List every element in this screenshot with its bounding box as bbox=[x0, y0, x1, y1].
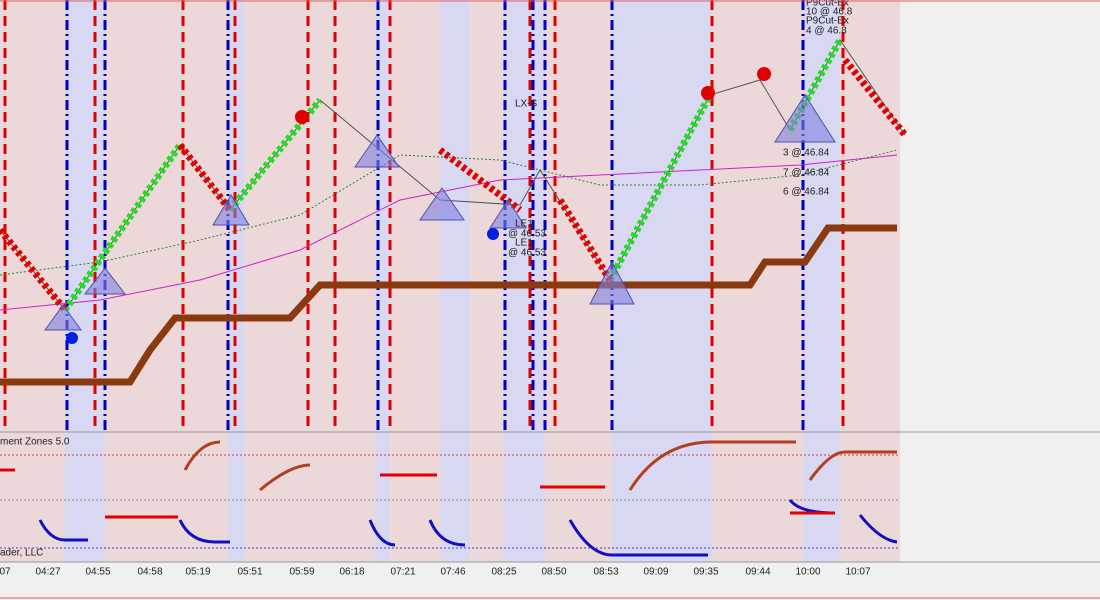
up-bars bbox=[62, 142, 183, 313]
down-bars bbox=[437, 147, 523, 213]
order-label: P9Cut-Ex bbox=[806, 16, 849, 27]
x-tick-label: 04:55 bbox=[85, 567, 110, 578]
signal-triangles bbox=[44, 94, 836, 331]
order-label: LX-S bbox=[515, 99, 538, 110]
x-tick-label: 05:59 bbox=[289, 567, 314, 578]
down-bars bbox=[557, 198, 613, 282]
down-bars bbox=[842, 57, 908, 138]
x-tick-label: 06:18 bbox=[339, 567, 364, 578]
order-label: @ 46.53 bbox=[508, 248, 546, 259]
indicator-title: ment Zones 5.0 bbox=[0, 437, 70, 448]
x-tick-label: 04:58 bbox=[137, 567, 162, 578]
exit-lines bbox=[3, 0, 845, 430]
average-line bbox=[0, 154, 898, 311]
order-labels: LX-S LE1 @ 46.53 LE1 @ 46.53 P9Cut-Ex 10… bbox=[508, 0, 853, 259]
x-tick-label: 05:19 bbox=[185, 567, 210, 578]
x-tick-label: 07:21 bbox=[390, 567, 415, 578]
average-line-2 bbox=[0, 149, 898, 276]
stop-line bbox=[0, 224, 897, 386]
order-label: LE1 bbox=[515, 238, 533, 249]
x-tick-label: 08:25 bbox=[491, 567, 516, 578]
zone-marks bbox=[0, 468, 835, 519]
x-tick-label: 07:46 bbox=[440, 567, 465, 578]
order-label: LE1 bbox=[515, 219, 533, 230]
x-tick-label: 04:27 bbox=[35, 567, 60, 578]
footer-text: ader, LLC bbox=[0, 548, 43, 559]
x-tick-label: 08:50 bbox=[541, 567, 566, 578]
x-tick-label: 10:00 bbox=[795, 567, 820, 578]
x-tick-label: 09:35 bbox=[693, 567, 718, 578]
order-label: 10 @ 46.8 bbox=[806, 7, 853, 18]
x-tick-label: 08:53 bbox=[593, 567, 618, 578]
x-tick-label: 07 bbox=[0, 567, 11, 578]
up-bars bbox=[606, 93, 714, 282]
order-label: @ 46.53 bbox=[508, 229, 546, 240]
order-label: 4 @ 46.8 bbox=[806, 26, 847, 37]
up-bars bbox=[227, 97, 323, 213]
order-label: P9Cut-Ex bbox=[806, 0, 849, 9]
x-tick-label: 09:44 bbox=[745, 567, 770, 578]
lower-zone bbox=[38, 498, 898, 557]
x-tick-label: 10:07 bbox=[845, 567, 870, 578]
time-axis: 07 04:27 04:55 04:58 05:19 05:51 05:59 06:18 07:… bbox=[0, 567, 871, 578]
price-path bbox=[0, 39, 906, 311]
order-label: 6 @ 46.84 bbox=[783, 187, 830, 198]
down-bars bbox=[0, 227, 68, 313]
x-tick-label: 09:09 bbox=[643, 567, 668, 578]
order-label: 3 @ 46.84 bbox=[783, 148, 830, 159]
signal-dots bbox=[66, 67, 771, 344]
x-tick-label: 05:51 bbox=[237, 567, 262, 578]
upper-zone bbox=[183, 440, 897, 492]
order-label: 7 @ 46.84 bbox=[783, 168, 830, 179]
